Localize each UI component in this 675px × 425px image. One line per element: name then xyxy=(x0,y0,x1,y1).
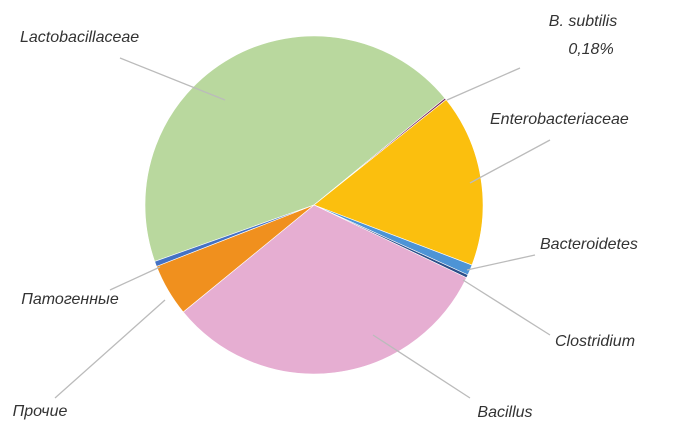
slice-label: Clostridium xyxy=(555,333,635,350)
pie-slice xyxy=(154,204,315,267)
leader-line xyxy=(469,139,551,184)
leader-line xyxy=(54,299,166,399)
leader-line xyxy=(372,334,471,399)
leader-line xyxy=(119,57,226,101)
slice-label: B. subtilis xyxy=(549,13,617,30)
leader-line xyxy=(466,254,536,271)
leader-line xyxy=(462,279,551,336)
leader-line xyxy=(446,67,521,101)
pie-slice xyxy=(144,35,446,262)
slice-label: Enterobacteriaceae xyxy=(490,111,629,128)
slice-label: Bacteroidetes xyxy=(540,236,638,253)
slice-label: Bacillus xyxy=(477,404,532,421)
slice-label: Патогенные xyxy=(21,291,119,308)
value-label: 0,18% xyxy=(568,41,613,58)
pie-slice xyxy=(182,204,467,375)
slice-label: Прочие xyxy=(13,403,68,420)
pie-slice xyxy=(313,99,484,266)
leader-line xyxy=(109,266,161,291)
slice-label: Lactobacillaceae xyxy=(20,29,139,46)
